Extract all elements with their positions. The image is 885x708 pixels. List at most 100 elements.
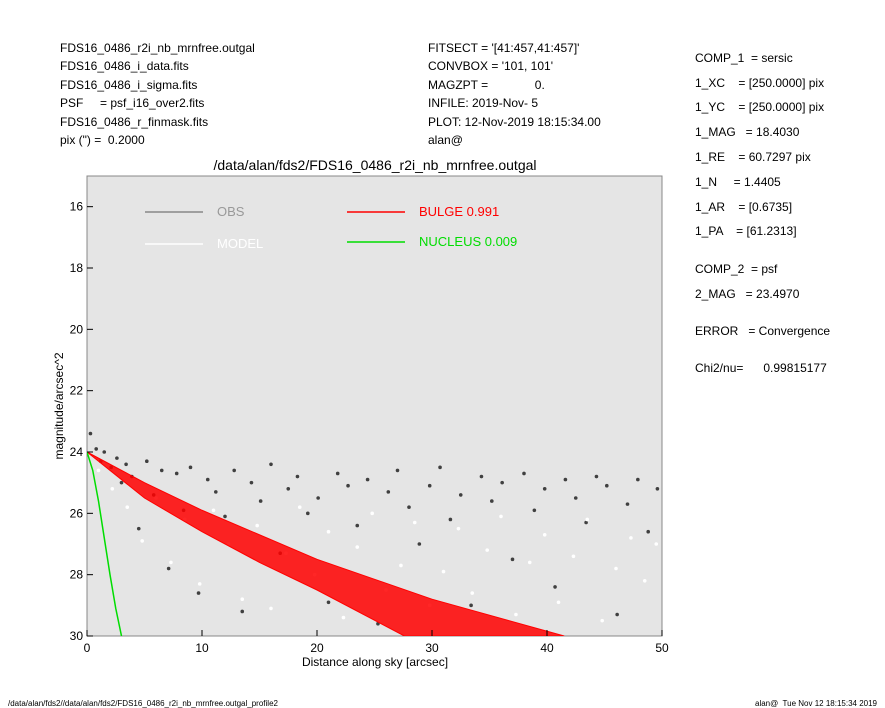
point xyxy=(407,505,411,510)
point xyxy=(427,483,432,488)
point xyxy=(500,480,504,485)
y-tick-label: 24 xyxy=(70,445,84,459)
point xyxy=(542,487,547,491)
point xyxy=(625,502,630,506)
x-tick-label: 20 xyxy=(310,641,324,655)
point xyxy=(211,508,216,513)
point xyxy=(214,490,218,494)
header-middle-line: alan@ xyxy=(428,133,463,147)
point xyxy=(115,456,119,460)
point xyxy=(510,557,515,562)
header-middle-line: FITSECT = '[41:457,41:457]' xyxy=(428,41,580,55)
point xyxy=(205,477,210,482)
point xyxy=(166,566,171,571)
point xyxy=(585,517,590,522)
header-right-line: 1_AR = [0.6735] xyxy=(695,200,793,214)
point xyxy=(255,523,259,528)
band xyxy=(87,451,565,636)
header-left-line: PSF = psf_i16_over2.fits xyxy=(60,96,205,111)
point xyxy=(600,618,604,623)
point xyxy=(341,615,346,620)
point xyxy=(124,462,128,467)
point xyxy=(441,569,446,574)
point xyxy=(438,465,442,470)
point xyxy=(223,514,227,519)
header-right-line: 1_XC = [250.0000] pix xyxy=(695,76,825,90)
point xyxy=(499,514,503,519)
point xyxy=(197,582,202,586)
x-axis-label: Distance along sky [arcsec] xyxy=(302,655,448,669)
header-middle-line: INFILE: 2019-Nov- 5 xyxy=(428,96,539,111)
point xyxy=(370,511,375,516)
header-left-line: FDS16_0486_i_sigma.fits xyxy=(60,77,198,92)
point xyxy=(573,496,578,500)
header-right-line: 1_N = 1.4405 xyxy=(695,175,781,189)
y-tick-label: 16 xyxy=(70,200,84,214)
point xyxy=(571,554,576,559)
point xyxy=(522,471,526,476)
x-tick-label: 10 xyxy=(195,641,209,655)
header-left-line: FDS16_0486_i_data.fits xyxy=(60,59,189,74)
point xyxy=(399,563,403,568)
point xyxy=(240,609,245,614)
point xyxy=(125,505,130,510)
point xyxy=(169,560,173,565)
header-right-line: ERROR = Convergence xyxy=(695,324,831,338)
point xyxy=(269,462,273,467)
y-tick-label: 20 xyxy=(70,322,84,336)
point xyxy=(88,431,93,436)
point xyxy=(485,548,490,552)
point xyxy=(594,474,599,479)
point xyxy=(355,545,360,549)
point xyxy=(96,468,101,473)
point xyxy=(605,483,609,488)
point xyxy=(249,480,254,485)
point xyxy=(636,477,640,482)
x-tick-label: 0 xyxy=(84,641,91,655)
point xyxy=(527,560,532,565)
header-right-line: 1_PA = [61.2313] xyxy=(695,224,797,238)
line xyxy=(87,451,123,636)
point xyxy=(553,585,557,589)
point xyxy=(448,517,453,522)
point xyxy=(346,483,350,488)
point xyxy=(326,529,331,534)
point xyxy=(629,536,633,540)
header-right-line: 1_RE = 60.7297 pix xyxy=(695,150,811,164)
point xyxy=(297,505,302,510)
header-right-line: 1_MAG = 18.4030 xyxy=(695,125,800,139)
y-tick-label: 18 xyxy=(70,261,84,275)
point xyxy=(136,526,141,531)
y-tick-label: 28 xyxy=(70,568,84,582)
point xyxy=(642,579,647,583)
header-middle-line: MAGZPT = 0. xyxy=(428,77,545,92)
footer-date: alan@ Tue Nov 12 18:15:34 2019 xyxy=(755,699,877,708)
legend-label: MODEL xyxy=(217,236,263,251)
y-axis-label: magnitude/arcsec^2 xyxy=(52,352,66,459)
x-tick-label: 40 xyxy=(540,641,554,655)
point xyxy=(514,612,518,617)
point xyxy=(614,566,618,571)
header-left-line: FDS16_0486_r_finmask.fits xyxy=(60,114,209,129)
y-tick-label: 30 xyxy=(70,629,84,643)
y-tick-label: 22 xyxy=(70,384,84,398)
point xyxy=(646,529,650,534)
point xyxy=(326,600,331,605)
point xyxy=(159,468,164,473)
point xyxy=(94,447,98,451)
point xyxy=(365,477,370,482)
point xyxy=(563,477,568,482)
point xyxy=(556,600,561,605)
legend-label: BULGE 0.991 xyxy=(419,204,499,219)
point xyxy=(145,459,149,464)
header-left-line: FDS16_0486_r2i_nb_mrnfree.outgal xyxy=(60,41,255,55)
x-tick-label: 50 xyxy=(655,641,669,655)
point xyxy=(258,499,263,503)
point xyxy=(458,493,463,497)
header-right-line: COMP_2 = psf xyxy=(695,262,778,276)
point xyxy=(479,474,484,479)
point xyxy=(295,474,300,479)
x-tick-label: 30 xyxy=(425,641,439,655)
footer-path: /data/alan/fds2//data/alan/fds2/FDS16_04… xyxy=(8,699,278,708)
point xyxy=(306,511,310,516)
